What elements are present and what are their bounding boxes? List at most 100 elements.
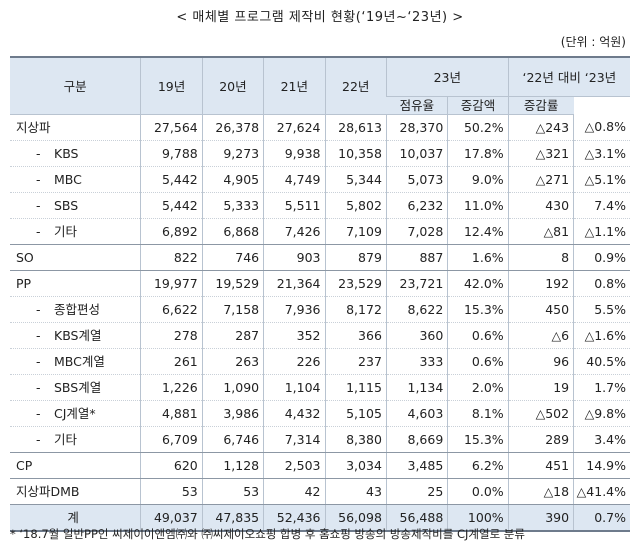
year-value-cell: 3,485 — [385, 452, 448, 479]
row-label-text: KBS계열 — [54, 327, 102, 343]
header-year: 21년 — [263, 57, 326, 115]
row-label: - 기타 — [10, 426, 141, 453]
change-amount-cell: △502 — [507, 400, 574, 427]
share-cell: 12.4% — [447, 218, 509, 245]
year-value-cell: 8,172 — [324, 296, 387, 323]
year-value-cell: 6,622 — [140, 296, 203, 323]
row-label-text: KBS — [54, 145, 79, 161]
row-label: PP — [10, 270, 141, 297]
share-cell: 17.8% — [447, 140, 509, 167]
header-change-amount: 증감액 — [447, 96, 509, 115]
table-row: - SBS 5,442 5,333 5,511 5,802 6,232 11.0% 430 7.4… — [10, 192, 630, 219]
dash-marker: - — [36, 197, 41, 213]
header-change-rate: 증감률 — [507, 96, 574, 115]
year-value-cell: 26,378 — [201, 114, 264, 141]
share-cell: 8.1% — [447, 400, 509, 427]
year-value-cell: 8,380 — [324, 426, 387, 453]
year-value-cell: 4,881 — [140, 400, 203, 427]
year-value-cell: 9,938 — [263, 140, 326, 167]
total-year-value-cell: 52,436 — [263, 504, 326, 532]
table-row: 지상파 27,564 26,378 27,624 28,613 28,370 50.2% △2… — [10, 114, 630, 141]
change-amount-cell: 96 — [507, 348, 574, 375]
change-rate-cell: △5.1% — [573, 166, 630, 193]
row-label: 지상파DMB — [10, 478, 141, 505]
row-label: SO — [10, 244, 141, 271]
row-label: CP — [10, 452, 141, 479]
year-value-cell: 278 — [140, 322, 203, 349]
year-value-cell: 53 — [201, 478, 264, 505]
year-value-cell: 9,273 — [201, 140, 264, 167]
share-cell: 2.0% — [447, 374, 509, 401]
row-label: - CJ계열* — [10, 400, 141, 427]
footnote: * ‘18.7월 일반PP인 씨제이이앤엠㈜와 ㈜씨제이오쇼핑 합병 후 홈쇼핑… — [10, 527, 525, 541]
row-label: 지상파 — [10, 114, 141, 141]
dash-marker: - — [36, 301, 41, 317]
year-value-cell: 42 — [263, 478, 326, 505]
share-cell: 15.3% — [447, 426, 509, 453]
change-amount-cell: △18 — [507, 478, 574, 505]
table-row: 지상파DMB 53 53 42 43 25 0.0% △18 △41.4% — [10, 478, 630, 505]
total-change-rate-cell: 0.7% — [573, 504, 630, 532]
row-label: - KBS계열 — [10, 322, 141, 349]
row-label-text: SBS계열 — [54, 379, 102, 395]
year-value-cell: 10,358 — [324, 140, 387, 167]
change-amount-cell: 19 — [507, 374, 574, 401]
dash-marker: - — [36, 223, 41, 239]
year-value-cell: 6,892 — [140, 218, 203, 245]
change-rate-cell: △3.1% — [573, 140, 630, 167]
row-label-text: CP — [16, 457, 33, 473]
change-rate-cell: △41.4% — [573, 478, 630, 505]
year-value-cell: 6,868 — [201, 218, 264, 245]
change-amount-cell: 430 — [507, 192, 574, 219]
year-value-cell: 903 — [263, 244, 326, 271]
year-value-cell: 28,370 — [385, 114, 448, 141]
year-value-cell: 7,109 — [324, 218, 387, 245]
year-value-cell: 360 — [385, 322, 448, 349]
year-value-cell: 43 — [324, 478, 387, 505]
change-rate-cell: △9.8% — [573, 400, 630, 427]
year-value-cell: 7,028 — [385, 218, 448, 245]
row-label: - 종합편성 — [10, 296, 141, 323]
total-row: 계 49,037 47,835 52,436 56,098 56,488 100% 390 0.… — [10, 504, 630, 532]
dash-marker: - — [36, 327, 41, 343]
year-value-cell: 21,364 — [263, 270, 326, 297]
row-label-text: 지상파DMB — [16, 483, 80, 499]
year-value-cell: 1,226 — [140, 374, 203, 401]
change-rate-cell: 0.8% — [573, 270, 630, 297]
year-value-cell: 5,073 — [385, 166, 448, 193]
year-value-cell: 6,232 — [385, 192, 448, 219]
year-value-cell: 5,344 — [324, 166, 387, 193]
row-label-text: SBS — [54, 197, 79, 213]
change-rate-cell: 1.7% — [573, 374, 630, 401]
change-rate-cell: △0.8% — [573, 114, 630, 141]
dash-marker: - — [36, 379, 41, 395]
row-label-text: 종합편성 — [54, 301, 101, 317]
header-comparison: ‘22년 대비 ‘23년 — [507, 57, 630, 97]
change-amount-cell: △271 — [507, 166, 574, 193]
year-value-cell: 5,105 — [324, 400, 387, 427]
table-row: - CJ계열* 4,881 3,986 4,432 5,105 4,603 8.1% △502 △… — [10, 400, 630, 427]
year-value-cell: 5,802 — [324, 192, 387, 219]
row-label-text: MBC — [54, 171, 82, 187]
year-value-cell: 19,529 — [201, 270, 264, 297]
unit-label: (단위 : 억원) — [560, 35, 626, 49]
production-cost-table: 구분 19년 20년 21년 22년 23년 ‘22년 대비 ‘23년 점유율 … — [10, 56, 630, 532]
header-year: 20년 — [201, 57, 264, 115]
change-rate-cell: 0.9% — [573, 244, 630, 271]
dash-marker: - — [36, 145, 41, 161]
table-body: 지상파 27,564 26,378 27,624 28,613 28,370 50.2% △2… — [10, 114, 630, 532]
year-value-cell: 1,115 — [324, 374, 387, 401]
share-cell: 1.6% — [447, 244, 509, 271]
row-label-text: 기타 — [54, 431, 78, 447]
header-year: 22년 — [324, 57, 387, 115]
year-value-cell: 19,977 — [140, 270, 203, 297]
table-row: - 종합편성 6,622 7,158 7,936 8,172 8,622 15.3% 450 5.… — [10, 296, 630, 323]
year-value-cell: 620 — [140, 452, 203, 479]
change-rate-cell: 14.9% — [573, 452, 630, 479]
share-cell: 0.0% — [447, 478, 509, 505]
dash-marker: - — [36, 405, 41, 421]
table-row: - KBS계열 278 287 352 366 360 0.6% △6 △1.6% — [10, 322, 630, 349]
year-value-cell: 6,709 — [140, 426, 203, 453]
change-rate-cell: △1.1% — [573, 218, 630, 245]
year-value-cell: 28,613 — [324, 114, 387, 141]
